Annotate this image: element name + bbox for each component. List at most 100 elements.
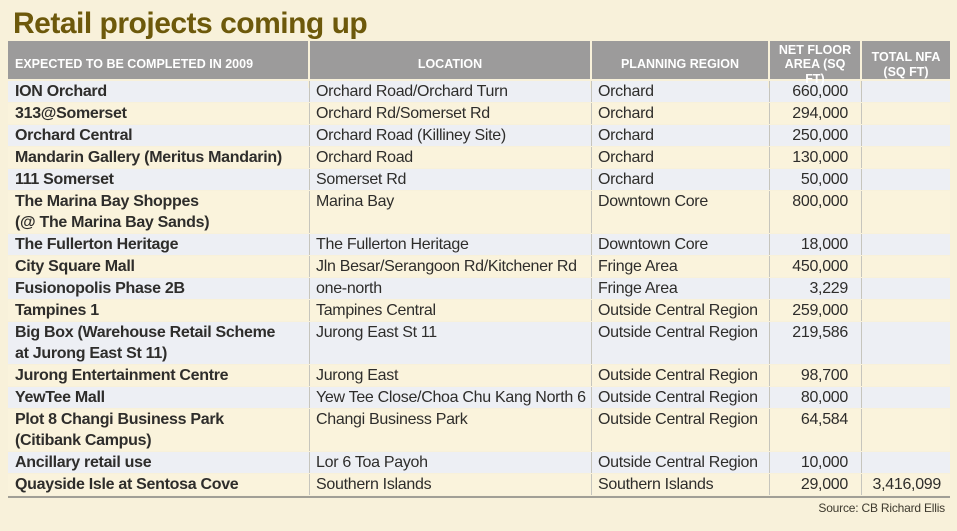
column-header-project: EXPECTED TO BE COMPLETED IN 2009 bbox=[8, 41, 310, 89]
net-floor-area-cell: 29,000 bbox=[770, 474, 862, 495]
location-cell: Somerset Rd bbox=[310, 169, 592, 190]
project-name-cell: Ancillary retail use bbox=[8, 452, 310, 473]
total-nfa-cell: 3,416,099 bbox=[872, 476, 942, 493]
total-nfa-cell bbox=[862, 147, 950, 168]
net-floor-area-cell: 3,229 bbox=[770, 278, 862, 299]
location-cell: Southern Islands bbox=[310, 474, 592, 495]
total-nfa-cell bbox=[862, 365, 950, 386]
table-body: ION Orchard Orchard Road/Orchard Turn Orch… bbox=[8, 81, 950, 498]
table-row: 313@Somerset Orchard Rd/Somerset Rd Orchar… bbox=[8, 103, 950, 125]
planning-region-cell: Outside Central Region bbox=[592, 452, 770, 473]
project-name-cell: City Square Mall bbox=[8, 256, 310, 277]
planning-region-cell: Outside Central Region bbox=[592, 300, 770, 321]
total-nfa-cell bbox=[862, 103, 950, 124]
planning-region-cell: Orchard bbox=[592, 125, 770, 146]
total-nfa-cell bbox=[862, 81, 950, 102]
total-nfa-cell bbox=[862, 125, 950, 146]
table-row: Ancillary retail use Lor 6 Toa Payoh Outsi… bbox=[8, 452, 950, 474]
location-cell: Orchard Road/Orchard Turn bbox=[310, 81, 592, 102]
net-floor-area-cell: 800,000 bbox=[770, 191, 862, 233]
planning-region-cell: Orchard bbox=[592, 81, 770, 102]
project-name-cell: Tampines 1 bbox=[8, 300, 310, 321]
table-row: Mandarin Gallery (Meritus Mandarin) Orcha… bbox=[8, 147, 950, 169]
location-cell: Tampines Central bbox=[310, 300, 592, 321]
location-cell: Lor 6 Toa Payoh bbox=[310, 452, 592, 473]
table-row: The Fullerton Heritage The Fullerton Heri… bbox=[8, 234, 950, 256]
project-name-cell: Quayside Isle at Sentosa Cove bbox=[8, 474, 310, 495]
net-floor-area-cell: 450,000 bbox=[770, 256, 862, 277]
planning-region-cell: Orchard bbox=[592, 103, 770, 124]
net-floor-area-cell: 660,000 bbox=[770, 81, 862, 102]
planning-region-cell: Downtown Core bbox=[592, 191, 770, 233]
project-name-cell: Plot 8 Changi Business Park (Citibank Ca… bbox=[8, 409, 310, 451]
planning-region-cell: Fringe Area bbox=[592, 278, 770, 299]
planning-region-cell: Outside Central Region bbox=[592, 409, 770, 451]
planning-region-cell: Fringe Area bbox=[592, 256, 770, 277]
table-row: Quayside Isle at Sentosa Cove Southern Is… bbox=[8, 474, 950, 496]
total-nfa-cell bbox=[862, 191, 950, 233]
total-nfa-cell bbox=[862, 256, 950, 277]
project-name-cell: Orchard Central bbox=[8, 125, 310, 146]
planning-region-cell: Orchard bbox=[592, 169, 770, 190]
table-row: Orchard Central Orchard Road (Killiney Si… bbox=[8, 125, 950, 147]
project-name-cell: YewTee Mall bbox=[8, 387, 310, 408]
table-header-row: EXPECTED TO BE COMPLETED IN 2009 LOCATIO… bbox=[8, 41, 950, 89]
planning-region-cell: Orchard bbox=[592, 147, 770, 168]
column-header-net-floor-area: NET FLOOR AREA (SQ FT) bbox=[770, 41, 862, 89]
table-row: Plot 8 Changi Business Park (Citibank Ca… bbox=[8, 409, 950, 452]
net-floor-area-cell: 219,586 bbox=[770, 322, 862, 364]
project-name-cell: 111 Somerset bbox=[8, 169, 310, 190]
net-floor-area-cell: 250,000 bbox=[770, 125, 862, 146]
net-floor-area-cell: 10,000 bbox=[770, 452, 862, 473]
project-name-cell: ION Orchard bbox=[8, 81, 310, 102]
location-cell: Jln Besar/Serangoon Rd/Kitchener Rd bbox=[310, 256, 592, 277]
planning-region-cell: Outside Central Region bbox=[592, 322, 770, 364]
total-nfa-cell bbox=[862, 234, 950, 255]
total-nfa-cell bbox=[862, 322, 950, 364]
project-name-cell: Fusionopolis Phase 2B bbox=[8, 278, 310, 299]
net-floor-area-cell: 259,000 bbox=[770, 300, 862, 321]
location-cell: Changi Business Park bbox=[310, 409, 592, 451]
location-cell: Jurong East St 11 bbox=[310, 322, 592, 364]
net-floor-area-cell: 130,000 bbox=[770, 147, 862, 168]
total-nfa-cell bbox=[862, 169, 950, 190]
table-row: City Square Mall Jln Besar/Serangoon Rd/K… bbox=[8, 256, 950, 278]
location-cell: one-north bbox=[310, 278, 592, 299]
planning-region-cell: Outside Central Region bbox=[592, 365, 770, 386]
planning-region-cell: Outside Central Region bbox=[592, 387, 770, 408]
location-cell: Orchard Road (Killiney Site) bbox=[310, 125, 592, 146]
planning-region-cell: Southern Islands bbox=[592, 474, 770, 495]
location-cell: Marina Bay bbox=[310, 191, 592, 233]
net-floor-area-cell: 80,000 bbox=[770, 387, 862, 408]
page-title: Retail projects coming up bbox=[13, 7, 368, 40]
project-name-cell: Big Box (Warehouse Retail Scheme at Juro… bbox=[8, 322, 310, 364]
column-header-planning-region: PLANNING REGION bbox=[592, 41, 770, 89]
project-name-cell: 313@Somerset bbox=[8, 103, 310, 124]
net-floor-area-cell: 98,700 bbox=[770, 365, 862, 386]
project-name-cell: The Marina Bay Shoppes (@ The Marina Bay… bbox=[8, 191, 310, 233]
table-row: Tampines 1 Tampines Central Outside Centra… bbox=[8, 300, 950, 322]
column-header-location: LOCATION bbox=[310, 41, 592, 89]
project-name-cell: The Fullerton Heritage bbox=[8, 234, 310, 255]
net-floor-area-cell: 294,000 bbox=[770, 103, 862, 124]
project-name-cell: Mandarin Gallery (Meritus Mandarin) bbox=[8, 147, 310, 168]
table-row: Jurong Entertainment Centre Jurong East Ou… bbox=[8, 365, 950, 387]
location-cell: The Fullerton Heritage bbox=[310, 234, 592, 255]
net-floor-area-cell: 18,000 bbox=[770, 234, 862, 255]
table-row: 111 Somerset Somerset Rd Orchard 50,000 bbox=[8, 169, 950, 191]
total-nfa-cell bbox=[862, 300, 950, 321]
location-cell: Orchard Road bbox=[310, 147, 592, 168]
total-nfa-cell bbox=[862, 278, 950, 299]
total-nfa-cell bbox=[862, 452, 950, 473]
column-header-total-nfa: TOTAL NFA (SQ FT) bbox=[871, 50, 941, 79]
total-nfa-cell bbox=[862, 409, 950, 451]
table-row: Fusionopolis Phase 2B one-north Fringe Are… bbox=[8, 278, 950, 300]
planning-region-cell: Downtown Core bbox=[592, 234, 770, 255]
table-row: The Marina Bay Shoppes (@ The Marina Bay… bbox=[8, 191, 950, 234]
table-row: Big Box (Warehouse Retail Scheme at Juro… bbox=[8, 322, 950, 365]
location-cell: Yew Tee Close/Choa Chu Kang North 6 bbox=[310, 387, 592, 408]
net-floor-area-cell: 64,584 bbox=[770, 409, 862, 451]
project-name-cell: Jurong Entertainment Centre bbox=[8, 365, 310, 386]
source-credit: Source: CB Richard Ellis bbox=[818, 501, 945, 515]
